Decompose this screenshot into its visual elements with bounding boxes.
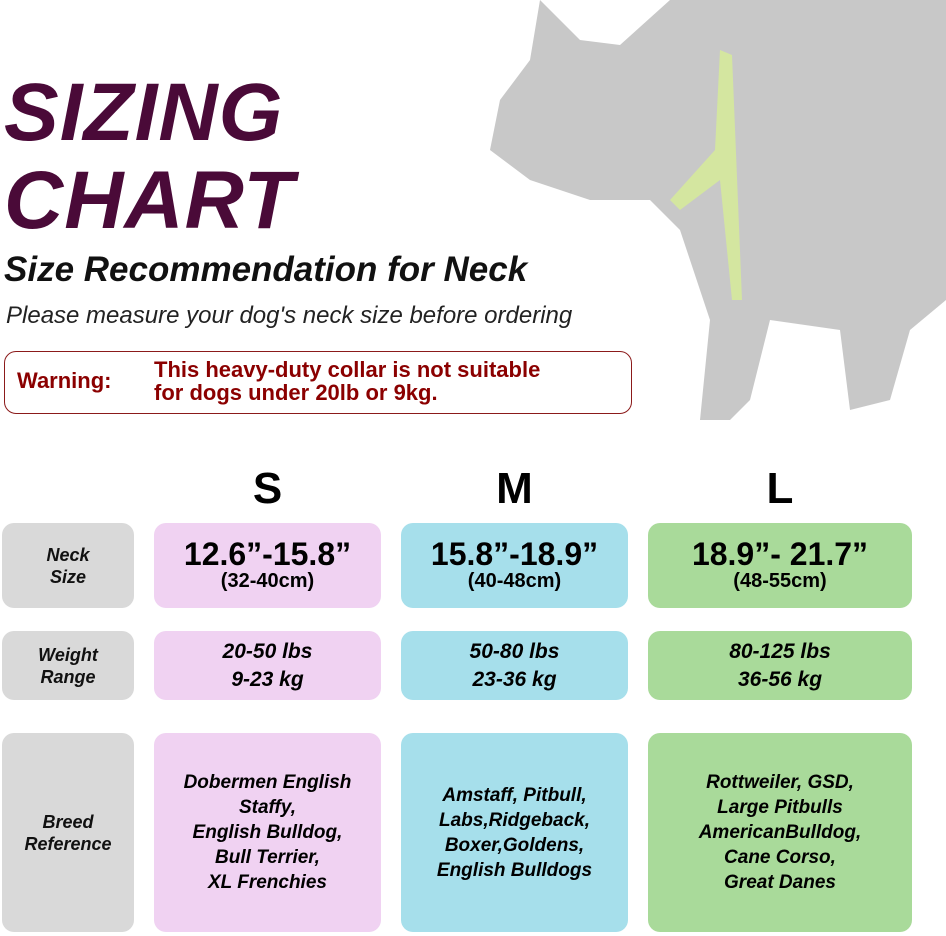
cell-text: English Bulldog, (192, 822, 343, 843)
cell-text: Cane Corso, (724, 847, 836, 868)
cell-text: 12.6”-15.8” (183, 536, 352, 572)
title-line-2: CHART (4, 155, 295, 246)
cell-text: Bull Terrier, (215, 847, 320, 868)
cell-text: Weight (38, 644, 98, 665)
warning-box: Warning: This heavy-duty collar is not s… (4, 351, 632, 414)
cell-text: (48-55cm) (733, 570, 827, 592)
cell-text: XL Frenchies (208, 872, 327, 893)
cell-text: Large Pitbulls (717, 797, 843, 818)
size-header-m: M (496, 464, 533, 513)
cell-text: Great Danes (724, 872, 836, 893)
title-line-1: SIZING (4, 67, 284, 158)
cell-text: 15.8”-18.9” (430, 536, 599, 572)
cell-text: 36-56 kg (737, 667, 823, 691)
cell-text: 18.9”- 21.7” (691, 536, 869, 572)
size-header-s: S (252, 464, 283, 513)
measure-note: Please measure your dog's neck size befo… (6, 302, 573, 329)
warning-label: Warning: (17, 368, 112, 393)
cell-text: 9-23 kg (231, 667, 304, 691)
cell-text: AmericanBulldog, (698, 822, 862, 843)
cell-text: 23-36 kg (472, 667, 557, 691)
breed-reference-m: Amstaff, Pitbull, Labs,Ridgeback, Boxer,Go… (401, 733, 628, 932)
cell-text: Amstaff, Pitbull, (442, 784, 587, 806)
warning-line-1: This heavy-duty collar is not suitable (154, 357, 541, 382)
breed-reference-s: Dobermen English Staffy, English Bulldog, B… (154, 733, 381, 932)
subtitle: Size Recommendation for Neck (4, 250, 528, 289)
weight-range-m: 50-80 lbs 23-36 kg (401, 631, 628, 700)
cell-text: 80-125 lbs (729, 639, 831, 663)
breed-reference-label: Breed Reference (2, 733, 134, 932)
cell-text: Dobermen English (183, 772, 352, 793)
cell-text: Rottweiler, GSD, (706, 772, 854, 793)
breed-reference-l: Rottweiler, GSD, Large Pitbulls AmericanBu… (648, 733, 912, 932)
neck-size-m: 15.8”-18.9” (40-48cm) (401, 523, 628, 608)
cell-text: English Bulldogs (436, 859, 593, 881)
warning-line-2: for dogs under 20lb or 9kg. (154, 380, 438, 405)
cell-text: Labs,Ridgeback, (439, 809, 590, 831)
neck-size-l: 18.9”- 21.7” (48-55cm) (648, 523, 912, 608)
size-header-l: L (766, 464, 794, 513)
cell-text: 50-80 lbs (469, 639, 560, 663)
cell-text: (40-48cm) (467, 570, 562, 592)
cell-text: (32-40cm) (220, 570, 315, 592)
cell-text: Range (40, 666, 96, 687)
cell-text: Size (49, 566, 87, 587)
weight-range-label: Weight Range (2, 631, 134, 700)
weight-range-s: 20-50 lbs 9-23 kg (154, 631, 381, 700)
cell-text: 20-50 lbs (222, 639, 313, 663)
cell-text: Boxer,Goldens, (444, 834, 585, 856)
cell-text: Breed (42, 811, 94, 832)
cell-text: Reference (24, 833, 112, 854)
collar-measure-band (670, 50, 742, 300)
cell-text: Neck (46, 544, 90, 565)
cell-text: Staffy, (238, 797, 297, 818)
neck-size-s: 12.6”-15.8” (32-40cm) (154, 523, 381, 608)
neck-size-label: Neck Size (2, 523, 134, 608)
weight-range-l: 80-125 lbs 36-56 kg (648, 631, 912, 700)
dog-silhouette-illustration (490, 0, 946, 420)
